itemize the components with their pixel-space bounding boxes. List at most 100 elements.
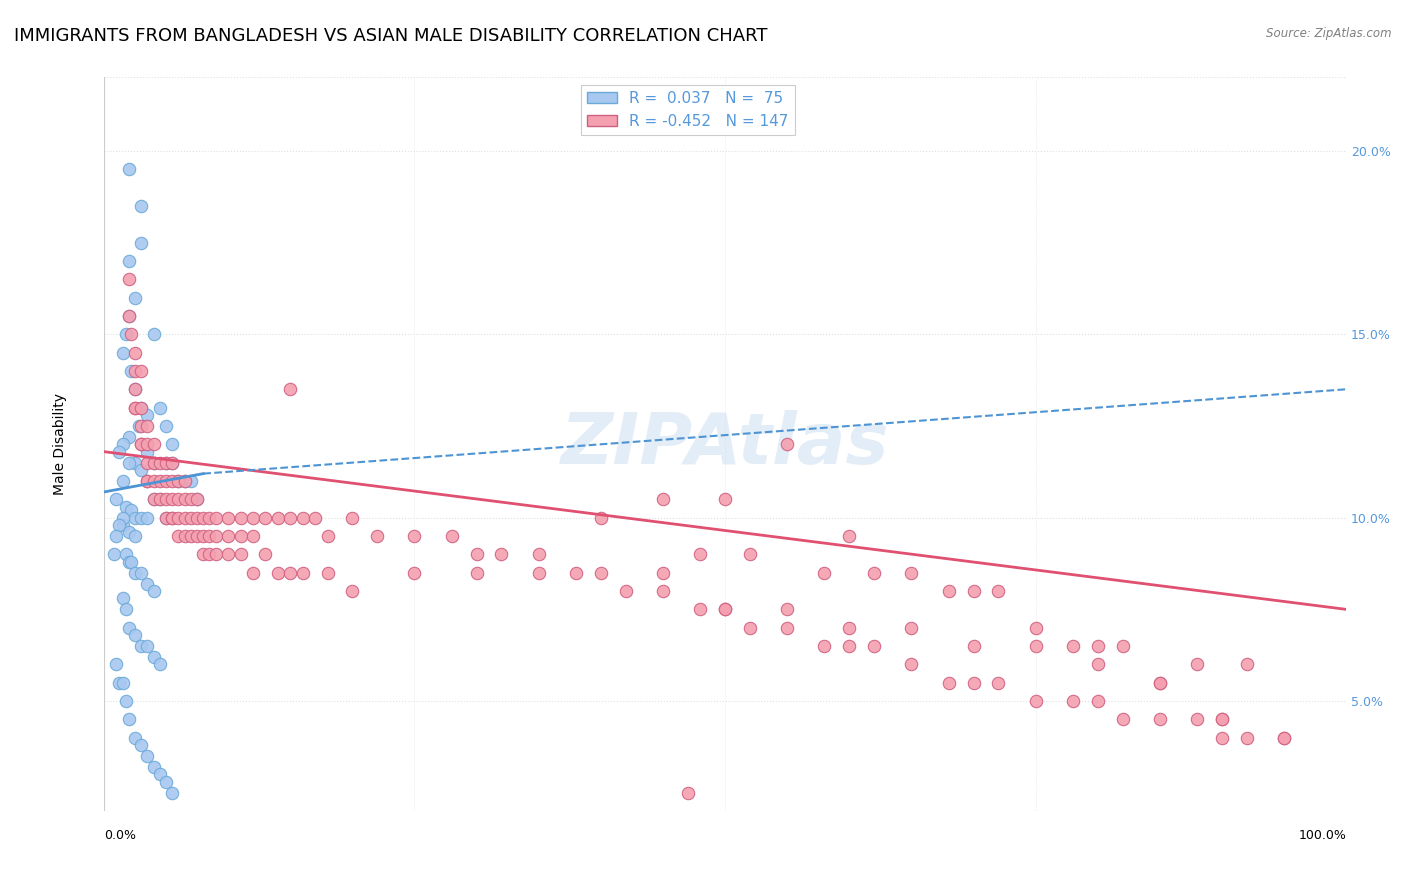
Point	[155, 456, 177, 470]
Point	[652, 584, 675, 599]
Point	[242, 566, 264, 580]
Point	[167, 474, 190, 488]
Point	[204, 547, 226, 561]
Point	[136, 456, 159, 470]
Point	[155, 510, 177, 524]
Text: Source: ZipAtlas.com: Source: ZipAtlas.com	[1267, 27, 1392, 40]
Point	[217, 510, 239, 524]
Point	[129, 463, 152, 477]
Point	[173, 474, 195, 488]
Point	[186, 529, 208, 543]
Point	[278, 566, 301, 580]
Point	[1062, 639, 1084, 653]
Point	[124, 456, 146, 470]
Point	[149, 401, 172, 415]
Point	[565, 566, 588, 580]
Point	[1185, 657, 1208, 672]
Point	[142, 650, 165, 665]
Point	[291, 510, 314, 524]
Point	[149, 456, 172, 470]
Point	[652, 492, 675, 507]
Point	[173, 474, 195, 488]
Point	[229, 510, 252, 524]
Point	[136, 749, 159, 764]
Point	[142, 760, 165, 774]
Text: 0.0%: 0.0%	[104, 830, 136, 842]
Point	[1211, 713, 1233, 727]
Point	[155, 474, 177, 488]
Point	[186, 492, 208, 507]
Point	[404, 529, 426, 543]
Point	[465, 547, 488, 561]
Point	[124, 510, 146, 524]
Point	[1149, 713, 1171, 727]
Point	[1185, 713, 1208, 727]
Point	[136, 474, 159, 488]
Point	[136, 444, 159, 458]
Point	[120, 364, 142, 378]
Point	[115, 694, 138, 708]
Point	[167, 510, 190, 524]
Point	[198, 510, 221, 524]
Point	[267, 510, 290, 524]
Point	[173, 492, 195, 507]
Point	[1149, 675, 1171, 690]
Point	[193, 547, 215, 561]
Point	[938, 675, 960, 690]
Text: 100.0%: 100.0%	[1298, 830, 1347, 842]
Point	[1111, 713, 1133, 727]
Point	[118, 456, 141, 470]
Point	[900, 621, 922, 635]
Point	[124, 291, 146, 305]
Point	[129, 199, 152, 213]
Point	[962, 584, 984, 599]
Point	[527, 566, 550, 580]
Point	[527, 547, 550, 561]
Point	[149, 492, 172, 507]
Point	[1025, 621, 1047, 635]
Point	[689, 602, 711, 616]
Point	[155, 456, 177, 470]
Point	[242, 510, 264, 524]
Point	[111, 510, 134, 524]
Point	[254, 547, 277, 561]
Point	[129, 401, 152, 415]
Point	[180, 474, 202, 488]
Point	[107, 675, 129, 690]
Point	[149, 492, 172, 507]
Point	[204, 510, 226, 524]
Point	[111, 437, 134, 451]
Point	[180, 492, 202, 507]
Point	[111, 474, 134, 488]
Point	[105, 492, 128, 507]
Point	[142, 456, 165, 470]
Point	[118, 430, 141, 444]
Point	[813, 566, 835, 580]
Point	[217, 547, 239, 561]
Point	[142, 492, 165, 507]
Point	[1211, 713, 1233, 727]
Point	[440, 529, 463, 543]
Point	[198, 529, 221, 543]
Point	[1272, 731, 1295, 745]
Point	[1062, 694, 1084, 708]
Point	[111, 518, 134, 533]
Point	[676, 786, 699, 800]
Point	[714, 492, 737, 507]
Point	[115, 547, 138, 561]
Point	[1025, 639, 1047, 653]
Point	[160, 510, 183, 524]
Point	[118, 621, 141, 635]
Point	[1211, 731, 1233, 745]
Point	[149, 657, 172, 672]
Point	[186, 492, 208, 507]
Point	[160, 437, 183, 451]
Point	[987, 675, 1010, 690]
Point	[738, 547, 761, 561]
Point	[229, 547, 252, 561]
Point	[120, 327, 142, 342]
Point	[118, 272, 141, 286]
Point	[136, 639, 159, 653]
Point	[118, 253, 141, 268]
Point	[160, 474, 183, 488]
